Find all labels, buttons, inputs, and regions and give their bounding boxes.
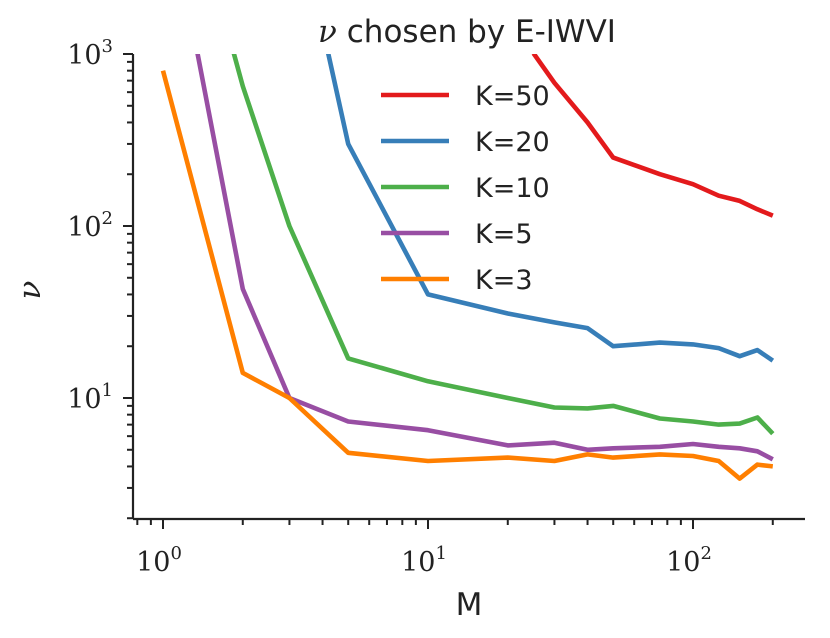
x-tick-exp: 1 — [435, 543, 446, 564]
x-tick-label: 102 — [666, 543, 712, 578]
legend-item: K=20 — [381, 127, 550, 158]
y-tick-exp: 1 — [102, 380, 113, 401]
y-tick-base: 10 — [67, 40, 101, 71]
legend-label: K=50 — [475, 81, 550, 112]
y-tick-exp: 2 — [102, 208, 113, 229]
x-tick-label: 100 — [136, 543, 182, 578]
legend-item: K=5 — [381, 219, 533, 250]
series-line-k-20 — [325, 54, 775, 363]
legend-item: K=50 — [381, 81, 550, 112]
legend-label: K=20 — [475, 127, 550, 158]
series-line-k-5 — [195, 54, 774, 462]
y-tick-label: 103 — [67, 36, 113, 71]
x-tick-base: 10 — [666, 547, 700, 578]
legend-item: K=10 — [381, 173, 550, 204]
x-tick-base: 10 — [136, 547, 170, 578]
major-ticks — [123, 53, 694, 529]
chart-title-text: chosen by E-IWVI — [337, 14, 616, 50]
x-tick-exp: 0 — [170, 543, 181, 564]
x-tick-exp: 2 — [700, 543, 711, 564]
chart-title-symbol: ν — [318, 14, 337, 50]
legend-label: K=10 — [475, 173, 550, 204]
y-tick-label: 101 — [67, 380, 113, 415]
series-line-k-50 — [531, 54, 774, 218]
series-line-k-10 — [231, 54, 775, 436]
legend-item: K=3 — [381, 265, 533, 296]
y-tick-base: 10 — [67, 384, 101, 415]
x-axis-label: M — [456, 587, 483, 623]
y-tick-base: 10 — [67, 212, 101, 243]
legend-label: K=5 — [475, 219, 533, 250]
series-line-k-3 — [160, 70, 774, 481]
chart-title: ν chosen by E-IWVI — [318, 14, 616, 50]
series-group — [160, 54, 775, 481]
y-tick-exp: 3 — [102, 36, 113, 57]
legend: K=50 K=20 K=10 K=5 K=3 — [381, 81, 550, 296]
y-axis-label: ν — [12, 280, 48, 299]
x-tick-base: 10 — [401, 547, 435, 578]
x-tick-label: 101 — [401, 543, 447, 578]
legend-label: K=3 — [475, 265, 533, 296]
y-tick-label: 102 — [67, 208, 113, 243]
